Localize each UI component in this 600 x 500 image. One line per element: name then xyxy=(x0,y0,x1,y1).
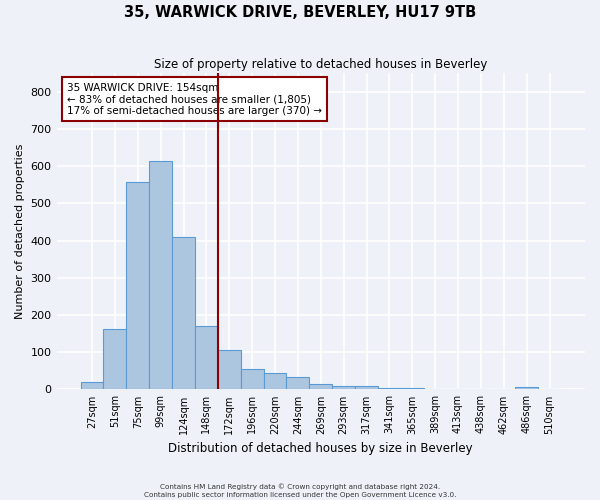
Bar xyxy=(127,182,149,390)
Bar xyxy=(195,326,218,390)
Bar xyxy=(263,373,286,390)
Bar xyxy=(515,387,538,390)
Text: 35 WARWICK DRIVE: 154sqm
← 83% of detached houses are smaller (1,805)
17% of sem: 35 WARWICK DRIVE: 154sqm ← 83% of detach… xyxy=(67,82,322,116)
Bar xyxy=(355,386,378,390)
Bar xyxy=(401,388,424,390)
Bar xyxy=(218,350,241,390)
Bar xyxy=(286,377,310,390)
Bar xyxy=(80,382,103,390)
Text: Contains HM Land Registry data © Crown copyright and database right 2024.
Contai: Contains HM Land Registry data © Crown c… xyxy=(144,484,456,498)
Bar xyxy=(103,329,127,390)
Text: 35, WARWICK DRIVE, BEVERLEY, HU17 9TB: 35, WARWICK DRIVE, BEVERLEY, HU17 9TB xyxy=(124,5,476,20)
Bar xyxy=(149,161,172,390)
Bar xyxy=(332,386,355,390)
Y-axis label: Number of detached properties: Number of detached properties xyxy=(15,144,25,319)
Title: Size of property relative to detached houses in Beverley: Size of property relative to detached ho… xyxy=(154,58,487,70)
Bar xyxy=(241,369,263,390)
Bar xyxy=(378,388,401,390)
Bar xyxy=(172,237,195,390)
Bar xyxy=(310,384,332,390)
X-axis label: Distribution of detached houses by size in Beverley: Distribution of detached houses by size … xyxy=(169,442,473,455)
